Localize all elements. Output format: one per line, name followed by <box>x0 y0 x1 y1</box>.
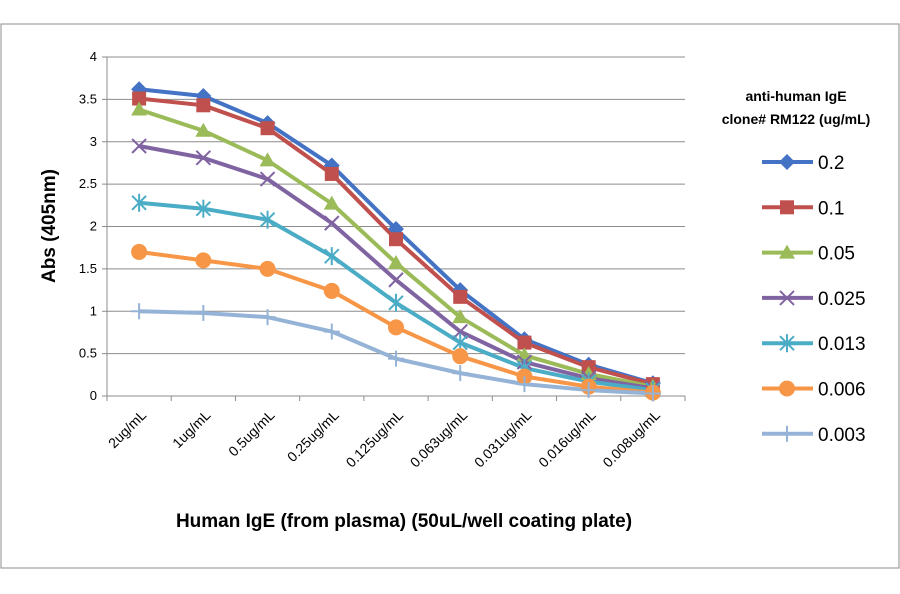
data-point-0.013 <box>195 199 212 218</box>
data-point-0.006 <box>195 252 212 269</box>
data-point-0.013 <box>388 293 404 312</box>
legend-title-line-2: clone# RM122 (ug/mL) <box>722 111 871 127</box>
legend: anti-human IgE clone# RM122 (ug/mL) 0.20… <box>722 88 871 446</box>
legend-label: 0.025 <box>818 289 866 310</box>
legend-marker <box>779 425 795 442</box>
data-point-0.05 <box>452 309 469 324</box>
data-point-0.1 <box>389 232 403 247</box>
data-point-0.006 <box>323 282 340 299</box>
data-point-0.003 <box>259 309 276 326</box>
data-point-0.1 <box>517 335 532 350</box>
data-point-0.05 <box>259 152 276 167</box>
y-tick-label: 2 <box>90 219 97 234</box>
data-point-0.1 <box>132 91 147 106</box>
y-tick-label: 0 <box>90 388 97 403</box>
data-point-0.006 <box>388 319 404 336</box>
data-point-0.013 <box>131 193 147 212</box>
data-point-0.003 <box>195 304 212 321</box>
data-point-0.025 <box>452 323 468 340</box>
data-point-0.05 <box>388 254 404 269</box>
legend-items: 0.2 0.1 0.05 0.025 0.013 0.006 0.003 <box>762 153 866 446</box>
y-axis-title: Abs (405nm) <box>39 169 60 283</box>
data-point-0.006 <box>131 243 148 260</box>
data-point-0.003 <box>580 382 597 399</box>
data-point-0.025 <box>259 171 276 187</box>
y-tick-label: 1 <box>90 303 97 318</box>
data-point-0.025 <box>324 215 340 231</box>
data-point-0.1 <box>324 166 339 181</box>
y-tick-labels: 0 0.5 1 1.5 2 2.5 3 3.5 4 <box>79 49 97 403</box>
data-point-0.025 <box>388 272 404 288</box>
data-point-0.05 <box>131 101 148 116</box>
data-point-0.1 <box>196 98 211 113</box>
y-tick-label: 4 <box>90 49 97 64</box>
data-point-0.013 <box>324 247 340 266</box>
data-point-0.025 <box>131 138 147 154</box>
data-point-0.003 <box>452 365 469 382</box>
y-tick-label: 3.5 <box>79 91 97 106</box>
data-point-0.05 <box>195 122 212 137</box>
legend-label: 0.013 <box>818 334 866 355</box>
legend-title-line-1: anti-human IgE <box>745 88 846 104</box>
data-point-0.1 <box>453 289 468 304</box>
legend-marker <box>779 154 795 170</box>
x-axis-title: Human IgE (from plasma) (50uL/well coati… <box>176 511 632 532</box>
data-point-0.025 <box>195 150 212 166</box>
y-tick-label: 2.5 <box>79 176 97 191</box>
legend-label: 0.006 <box>818 380 866 401</box>
data-point-0.003 <box>516 376 533 393</box>
y-tick-label: 1.5 <box>79 261 97 276</box>
legend-label: 0.1 <box>818 198 844 219</box>
legend-marker <box>779 244 795 259</box>
data-point-0.003 <box>388 350 404 367</box>
series-group <box>131 81 661 402</box>
data-point-0.003 <box>644 385 661 402</box>
data-point-0.003 <box>323 323 340 340</box>
legend-label: 0.2 <box>818 153 844 174</box>
legend-marker <box>780 200 794 215</box>
data-point-0.05 <box>323 195 340 210</box>
legend-marker <box>779 290 795 306</box>
legend-label: 0.05 <box>818 244 855 265</box>
legend-marker <box>779 380 795 397</box>
y-tick-label: 3 <box>90 134 97 149</box>
data-point-0.1 <box>260 121 275 136</box>
data-point-0.006 <box>452 348 469 365</box>
data-point-0.006 <box>259 260 276 277</box>
legend-label: 0.003 <box>818 425 866 446</box>
data-point-0.003 <box>131 303 148 320</box>
legend-marker <box>779 334 795 353</box>
y-tick-label: 0.5 <box>79 346 97 361</box>
data-point-0.013 <box>259 210 276 229</box>
